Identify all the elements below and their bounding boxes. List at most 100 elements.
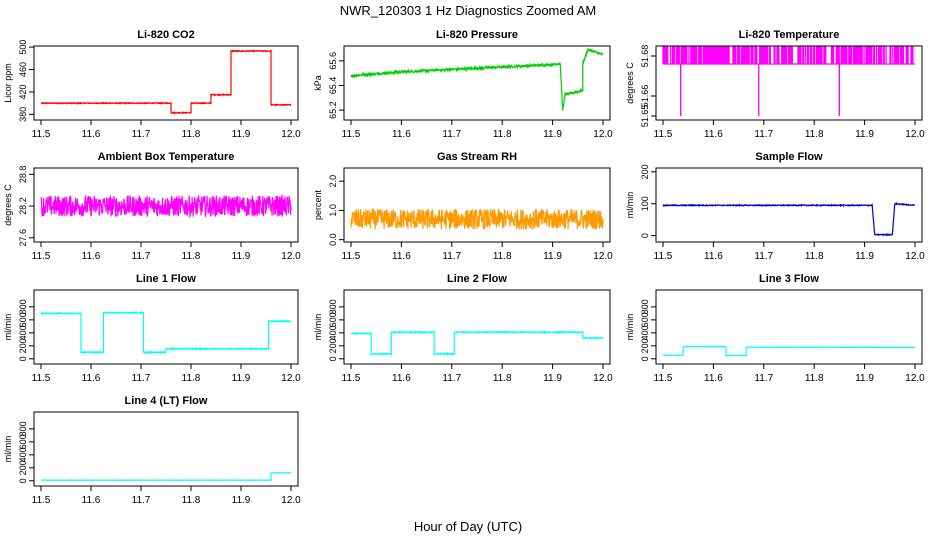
plot-frame bbox=[655, 45, 923, 121]
panel-ylabel: percent bbox=[313, 189, 323, 220]
x-tick-label: 11.7 bbox=[754, 251, 773, 262]
y-tick-label: 27.6 bbox=[18, 229, 28, 247]
panel-title: Gas Stream RH bbox=[437, 151, 517, 163]
x-tick-label: 11.5 bbox=[32, 129, 51, 140]
series-spikes-high bbox=[662, 46, 914, 64]
x-tick-label: 11.6 bbox=[82, 251, 101, 262]
y-tick-label: 51.65 bbox=[640, 105, 650, 128]
x-tick-label: 12.0 bbox=[281, 373, 301, 384]
x-tick-label: 12.0 bbox=[281, 251, 301, 262]
figure-xlabel: Hour of Day (UTC) bbox=[414, 519, 522, 534]
x-tick-label: 11.9 bbox=[855, 129, 874, 140]
y-tick-label: 400 bbox=[640, 325, 650, 340]
x-tick-label: 11.9 bbox=[543, 373, 562, 384]
y-tick-label: 400 bbox=[328, 325, 338, 340]
y-tick-label: 400 bbox=[18, 447, 28, 462]
panel-title: Line 4 (LT) Flow bbox=[125, 395, 208, 407]
panel-7: Line 2 Flow ml/min 11.5 11.6 11.7 11.8 11.9 12.… bbox=[313, 273, 613, 384]
x-tick-label: 11.8 bbox=[805, 129, 824, 140]
panel-ylabel: ml/min bbox=[3, 314, 13, 341]
x-tick-label: 11.7 bbox=[442, 129, 461, 140]
plot-frame bbox=[33, 167, 299, 243]
series-group bbox=[350, 47, 604, 111]
x-tick-label: 11.5 bbox=[32, 373, 51, 384]
panels-group: Li-820 CO2 Licor ppm 11.5 11.6 11.7 11.8 11.9 1… bbox=[3, 29, 925, 506]
x-tick-label: 11.9 bbox=[855, 251, 874, 262]
x-tick-label: 11.9 bbox=[543, 129, 562, 140]
x-tick-label: 11.7 bbox=[442, 373, 461, 384]
panel-ylabel: degrees C bbox=[625, 62, 635, 104]
x-tick-label: 11.5 bbox=[654, 129, 673, 140]
y-tick-label: 200 bbox=[18, 338, 28, 353]
series-group bbox=[40, 49, 292, 115]
x-tick-label: 11.8 bbox=[805, 373, 824, 384]
x-tick-label: 11.8 bbox=[493, 251, 512, 262]
y-tick-label: 420 bbox=[18, 84, 28, 99]
x-tick-label: 11.7 bbox=[132, 251, 151, 262]
x-tick-label: 11.7 bbox=[754, 129, 773, 140]
x-tick-label: 11.7 bbox=[442, 251, 461, 262]
y-tick-label: 200 bbox=[328, 338, 338, 353]
x-tick-label: 11.6 bbox=[704, 129, 723, 140]
y-tick-label: 100 bbox=[640, 196, 650, 211]
y-tick-label: 600 bbox=[18, 434, 28, 449]
series-group bbox=[662, 345, 916, 357]
plot-frame bbox=[655, 289, 923, 365]
y-tick-label: 500 bbox=[18, 40, 28, 55]
figure-title: NWR_120303 1 Hz Diagnostics Zoomed AM bbox=[340, 3, 597, 18]
x-tick-label: 11.5 bbox=[342, 129, 361, 140]
panel-8: Line 3 Flow ml/min 11.5 11.6 11.7 11.8 11.9 12.… bbox=[625, 273, 925, 384]
y-tick-label: 28.8 bbox=[18, 166, 28, 184]
y-tick-label: 2.0 bbox=[328, 175, 338, 188]
series-group bbox=[350, 207, 604, 230]
x-tick-label: 12.0 bbox=[905, 129, 925, 140]
x-tick-label: 11.7 bbox=[754, 373, 773, 384]
series-group bbox=[662, 46, 915, 116]
x-tick-label: 12.0 bbox=[905, 251, 925, 262]
series-line-0 bbox=[41, 471, 291, 482]
x-tick-label: 11.9 bbox=[232, 251, 251, 262]
panel-title: Li-820 Pressure bbox=[436, 29, 518, 41]
panel-3: Ambient Box Temperature degrees C 11.5 11.6… bbox=[3, 151, 301, 262]
y-tick-label: 65.2 bbox=[328, 101, 338, 119]
y-tick-label: 28.2 bbox=[18, 197, 28, 215]
x-tick-label: 11.9 bbox=[232, 373, 251, 384]
y-tick-label: 380 bbox=[18, 107, 28, 122]
panel-ylabel: degrees C bbox=[3, 184, 13, 226]
panel-title: Li-820 CO2 bbox=[137, 29, 194, 41]
series-line-0 bbox=[40, 310, 292, 355]
x-tick-label: 11.9 bbox=[232, 495, 251, 506]
panel-ylabel: ml/min bbox=[3, 436, 13, 463]
plot-frame bbox=[343, 167, 611, 243]
panel-ylabel: ml/min bbox=[313, 314, 323, 341]
y-tick-label: 600 bbox=[328, 312, 338, 327]
panel-title: Line 2 Flow bbox=[447, 273, 507, 285]
series-group bbox=[40, 310, 292, 355]
plot-frame bbox=[343, 45, 611, 121]
x-tick-label: 11.6 bbox=[82, 129, 101, 140]
series-group bbox=[350, 330, 604, 357]
panel-ylabel: kPa bbox=[313, 75, 323, 91]
x-tick-label: 11.6 bbox=[82, 495, 101, 506]
x-tick-label: 12.0 bbox=[281, 495, 301, 506]
plot-frame bbox=[655, 167, 923, 243]
x-tick-label: 11.8 bbox=[182, 129, 201, 140]
x-tick-label: 11.5 bbox=[342, 251, 361, 262]
panel-ylabel: ml/min bbox=[625, 192, 635, 219]
series-line-0 bbox=[350, 207, 604, 230]
panel-5: Sample Flow ml/min 11.5 11.6 11.7 11.8 11.9 12.… bbox=[625, 151, 925, 262]
series-group bbox=[41, 471, 291, 482]
x-tick-label: 11.6 bbox=[82, 373, 101, 384]
y-tick-label: 600 bbox=[640, 312, 650, 327]
x-tick-label: 11.8 bbox=[493, 129, 512, 140]
x-tick-label: 11.7 bbox=[132, 495, 151, 506]
panel-title: Sample Flow bbox=[755, 151, 823, 163]
y-tick-label: 200 bbox=[640, 338, 650, 353]
x-tick-label: 11.5 bbox=[32, 495, 51, 506]
series-line-0 bbox=[350, 47, 604, 111]
series-group bbox=[40, 194, 292, 219]
x-tick-label: 11.8 bbox=[493, 373, 512, 384]
y-tick-label: 0 bbox=[640, 233, 650, 238]
panel-ylabel: Licor ppm bbox=[3, 63, 13, 103]
